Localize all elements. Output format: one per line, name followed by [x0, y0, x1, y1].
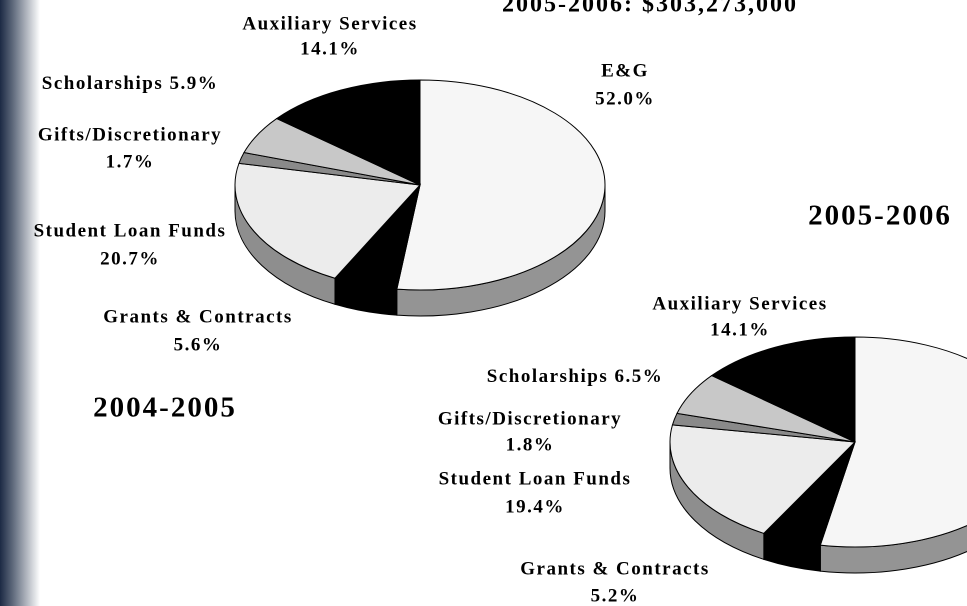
category-label: Grants & Contracts — [520, 558, 710, 579]
slice-label: Scholarships 6.5% — [487, 366, 663, 387]
slice — [275, 79, 421, 186]
chart-title: 2004-2005 — [93, 392, 237, 424]
slice — [234, 162, 422, 279]
category-label: E&G — [601, 60, 649, 81]
pie-sides — [234, 184, 606, 317]
pie-tops — [234, 79, 606, 291]
value-label: 5.2% — [591, 585, 640, 606]
category-label: Gifts/Discretionary — [438, 408, 622, 429]
value-label: 1.8% — [506, 434, 555, 455]
value-label: 14.1% — [710, 319, 770, 340]
category-label: Gifts/Discretionary — [38, 124, 222, 145]
value-label: 19.4% — [505, 496, 565, 517]
category-label: Scholarships — [42, 73, 163, 94]
value-label: 14.1% — [300, 38, 360, 59]
slice-label: Scholarships 5.9% — [42, 73, 218, 94]
slide-edge — [0, 0, 40, 606]
value-label: 5.6% — [174, 334, 223, 355]
slice — [396, 79, 606, 291]
category-label: Student Loan Funds — [34, 220, 227, 241]
category-label: Auxiliary Services — [652, 293, 827, 314]
slice — [710, 336, 856, 443]
value-label: 52.0% — [595, 88, 655, 109]
chart-title: 2005-2006 — [808, 200, 952, 232]
category-label: Student Loan Funds — [439, 468, 632, 489]
category-label: Scholarships — [487, 366, 608, 387]
value-label: 6.5% — [614, 366, 663, 387]
value-label: 1.7% — [106, 151, 155, 172]
value-label: 5.9% — [169, 73, 218, 94]
category-label: Grants & Contracts — [103, 306, 293, 327]
slice — [669, 424, 857, 534]
pie-tops — [669, 336, 967, 548]
banner: 2005-2006: $303,273,000 — [502, 0, 798, 18]
category-label: Auxiliary Services — [242, 13, 417, 34]
slice — [819, 336, 967, 548]
value-label: 20.7% — [100, 248, 160, 269]
